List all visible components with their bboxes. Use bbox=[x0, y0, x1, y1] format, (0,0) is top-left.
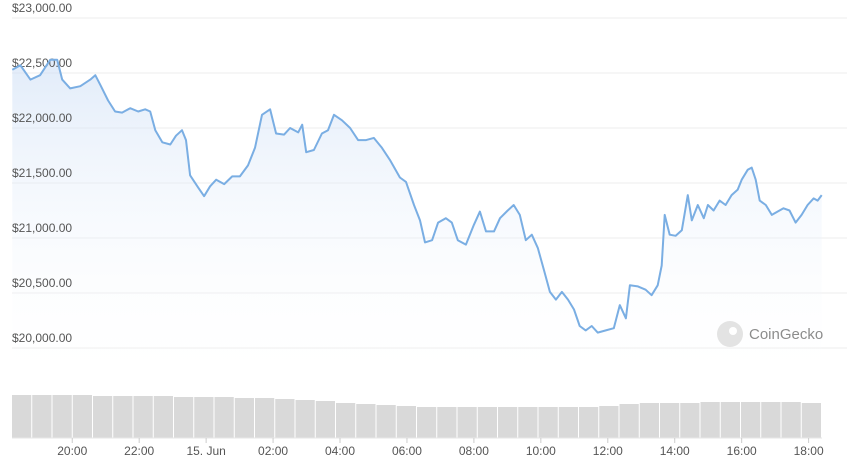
x-tick-label: 18:00 bbox=[794, 444, 824, 458]
volume-bar bbox=[538, 407, 558, 438]
volume-bar bbox=[356, 404, 376, 438]
volume-bar bbox=[417, 407, 437, 438]
volume-bar bbox=[194, 397, 214, 438]
volume-bar bbox=[619, 404, 639, 438]
volume-bar bbox=[336, 403, 356, 438]
volume-bar bbox=[761, 402, 781, 438]
volume-bar bbox=[781, 402, 801, 438]
x-tick-label: 12:00 bbox=[593, 444, 623, 458]
volume-bar bbox=[720, 402, 740, 438]
price-line bbox=[11, 58, 823, 334]
volume-bar bbox=[801, 403, 821, 438]
volume-bar bbox=[275, 399, 295, 438]
volume-bar bbox=[639, 403, 659, 438]
y-tick-label: $22,500.00 bbox=[12, 56, 72, 70]
volume-bar bbox=[52, 395, 72, 438]
x-tick-label: 14:00 bbox=[660, 444, 690, 458]
volume-bar bbox=[437, 407, 457, 438]
y-tick-label: $23,000.00 bbox=[12, 1, 72, 15]
volume-bar bbox=[376, 405, 396, 438]
y-tick-label: $22,000.00 bbox=[12, 111, 72, 125]
volume-bar bbox=[214, 397, 234, 438]
x-tick-label: 08:00 bbox=[459, 444, 489, 458]
x-tick-label: 20:00 bbox=[57, 444, 87, 458]
volume-bar bbox=[396, 406, 416, 438]
y-tick-label: $21,500.00 bbox=[12, 166, 72, 180]
x-tick-label: 06:00 bbox=[392, 444, 422, 458]
x-tick-label: 16:00 bbox=[727, 444, 757, 458]
volume-bar bbox=[174, 397, 194, 438]
volume-bar bbox=[295, 400, 315, 438]
x-tick-label: 10:00 bbox=[526, 444, 556, 458]
volume-bar bbox=[133, 396, 153, 438]
volume-bar bbox=[32, 395, 52, 438]
x-tick-label: 22:00 bbox=[124, 444, 154, 458]
watermark: CoinGecko bbox=[717, 321, 823, 347]
volume-bar bbox=[234, 398, 254, 438]
volume-bar bbox=[477, 407, 497, 438]
watermark-text: CoinGecko bbox=[749, 326, 823, 343]
volume-bar bbox=[558, 407, 578, 438]
volume-bar bbox=[518, 407, 538, 438]
volume-bar bbox=[72, 395, 92, 438]
volume-bar bbox=[315, 401, 335, 438]
watermark-logo-eye bbox=[729, 327, 737, 335]
volume-bar bbox=[12, 395, 32, 438]
y-tick-label: $20,500.00 bbox=[12, 276, 72, 290]
x-tick-label: 15. Jun bbox=[186, 444, 225, 458]
volume-bar bbox=[457, 407, 477, 438]
volume-bar bbox=[113, 396, 133, 438]
x-tick-label: 04:00 bbox=[325, 444, 355, 458]
y-tick-label: $21,000.00 bbox=[12, 221, 72, 235]
volume-bar bbox=[700, 402, 720, 438]
volume-bar bbox=[255, 398, 275, 438]
watermark-logo bbox=[717, 321, 743, 347]
volume-bar bbox=[741, 402, 761, 438]
volume-bar bbox=[153, 396, 173, 438]
volume-bar bbox=[579, 407, 599, 438]
volume-bar bbox=[93, 396, 113, 438]
volume-bar bbox=[680, 403, 700, 438]
volume-bar bbox=[599, 406, 619, 438]
y-tick-label: $20,000.00 bbox=[12, 331, 72, 345]
x-tick-label: 02:00 bbox=[258, 444, 288, 458]
volume-bar bbox=[660, 403, 680, 438]
volume-bar bbox=[498, 407, 518, 438]
